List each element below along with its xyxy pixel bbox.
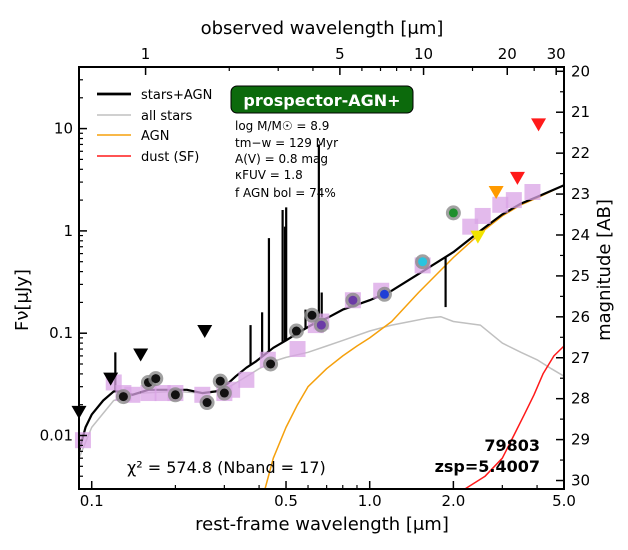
photometry-point (379, 289, 389, 299)
x-tick-label: 0.5 (274, 492, 298, 510)
model-photometry-point (238, 371, 255, 388)
y-tick-label: 0.01 (40, 427, 73, 445)
photometry-point (316, 320, 326, 330)
right-tick-label: 28 (571, 390, 590, 408)
upper-limit-marker (531, 118, 547, 132)
y-axis-label: Fν[μJy] (12, 269, 33, 331)
upper-limit-marker (470, 230, 486, 244)
photometry-point (418, 257, 428, 267)
model-photometry-point (289, 341, 306, 358)
x-axis-label: rest-frame wavelength [μm] (195, 514, 449, 535)
model-photometry-point (154, 385, 171, 402)
series-line-dust-sf- (464, 345, 565, 490)
y-axis-label-right: magnitude [AB] (594, 199, 615, 341)
series-line-agn (264, 184, 565, 490)
photometry-point (348, 295, 358, 305)
y-tick-label: 10 (54, 120, 73, 138)
badge-background (230, 85, 414, 114)
legend-label: AGN (141, 129, 169, 144)
redshift-label: zsp=5.4007 (435, 457, 540, 476)
x-tick-label: 1.0 (358, 492, 382, 510)
model-photometry-point (524, 184, 541, 201)
upper-limit-marker (509, 171, 525, 185)
param-fagn: f AGN bol = 74% (235, 186, 336, 200)
y-tick-label: 0.1 (49, 324, 73, 342)
param-av: A(V) = 0.8 mag (235, 152, 328, 166)
right-tick-label: 21 (571, 103, 590, 121)
top-tick-label: 5 (335, 45, 345, 63)
right-tick-label: 29 (571, 431, 590, 449)
x-tick-label: 0.1 (80, 492, 104, 510)
right-tick-label: 24 (571, 226, 590, 244)
model-photometry-point (474, 207, 491, 224)
plot-frame (78, 66, 565, 490)
model-photometry-point (140, 385, 157, 402)
photometry-point (215, 376, 225, 386)
badge-label: prospector-AGN+ (243, 91, 400, 110)
legend-label: stars+AGN (141, 88, 212, 103)
chi2-annotation: χ² = 574.8 (Nband = 17) (127, 458, 326, 477)
top-axis-label: observed wavelength [μm] (201, 18, 444, 39)
photometry-point (266, 359, 276, 369)
photometry-point (170, 390, 180, 400)
upper-limit-marker (133, 348, 149, 362)
model-photometry-point (505, 192, 522, 209)
upper-limit-marker (197, 325, 213, 339)
photometry-point (151, 374, 161, 384)
param-age: tm−w = 129 Myr (235, 136, 338, 150)
observed-photometry (115, 205, 461, 411)
right-tick-label: 22 (571, 144, 590, 162)
top-tick-label: 10 (414, 45, 433, 63)
y-tick-label: 1 (63, 222, 73, 240)
photometry-point (118, 392, 128, 402)
photometry-point (448, 208, 458, 218)
fit-parameters: log M/M☉ = 8.9 tm−w = 129 Myr A(V) = 0.8… (235, 119, 338, 200)
object-id: 79803 (484, 436, 540, 455)
right-tick-label: 20 (571, 62, 590, 80)
axis-ticks: 0.1 0.5 1.0 2.0 5.0 1 5 10 20 30 0.01 0.1 1 10 20 21 22 2… (40, 45, 591, 510)
top-tick-label: 30 (547, 45, 566, 63)
model-photometry-point (492, 196, 509, 213)
legend: stars+AGN all stars AGN dust (SF) (97, 88, 212, 165)
photometry-point (202, 398, 212, 408)
photometry-point (307, 310, 317, 320)
top-tick-label: 1 (141, 45, 151, 63)
right-tick-label: 26 (571, 308, 590, 326)
photometry-point (291, 326, 301, 336)
right-tick-label: 23 (571, 185, 590, 203)
legend-label: dust (SF) (141, 150, 199, 165)
right-tick-label: 30 (571, 472, 590, 490)
upper-limit-marker (488, 186, 504, 200)
model-badge: prospector-AGN+ (230, 85, 414, 114)
param-mass: log M/M☉ = 8.9 (235, 119, 329, 133)
right-tick-label: 25 (571, 267, 590, 285)
x-tick-label: 2.0 (441, 492, 465, 510)
upper-limit-marker (103, 372, 119, 386)
right-tick-label: 27 (571, 349, 590, 367)
legend-label: all stars (141, 109, 193, 124)
param-kappa: κFUV = 1.8 (235, 168, 303, 182)
x-tick-label: 5.0 (552, 492, 576, 510)
photometry-point (219, 388, 229, 398)
top-tick-label: 20 (498, 45, 517, 63)
